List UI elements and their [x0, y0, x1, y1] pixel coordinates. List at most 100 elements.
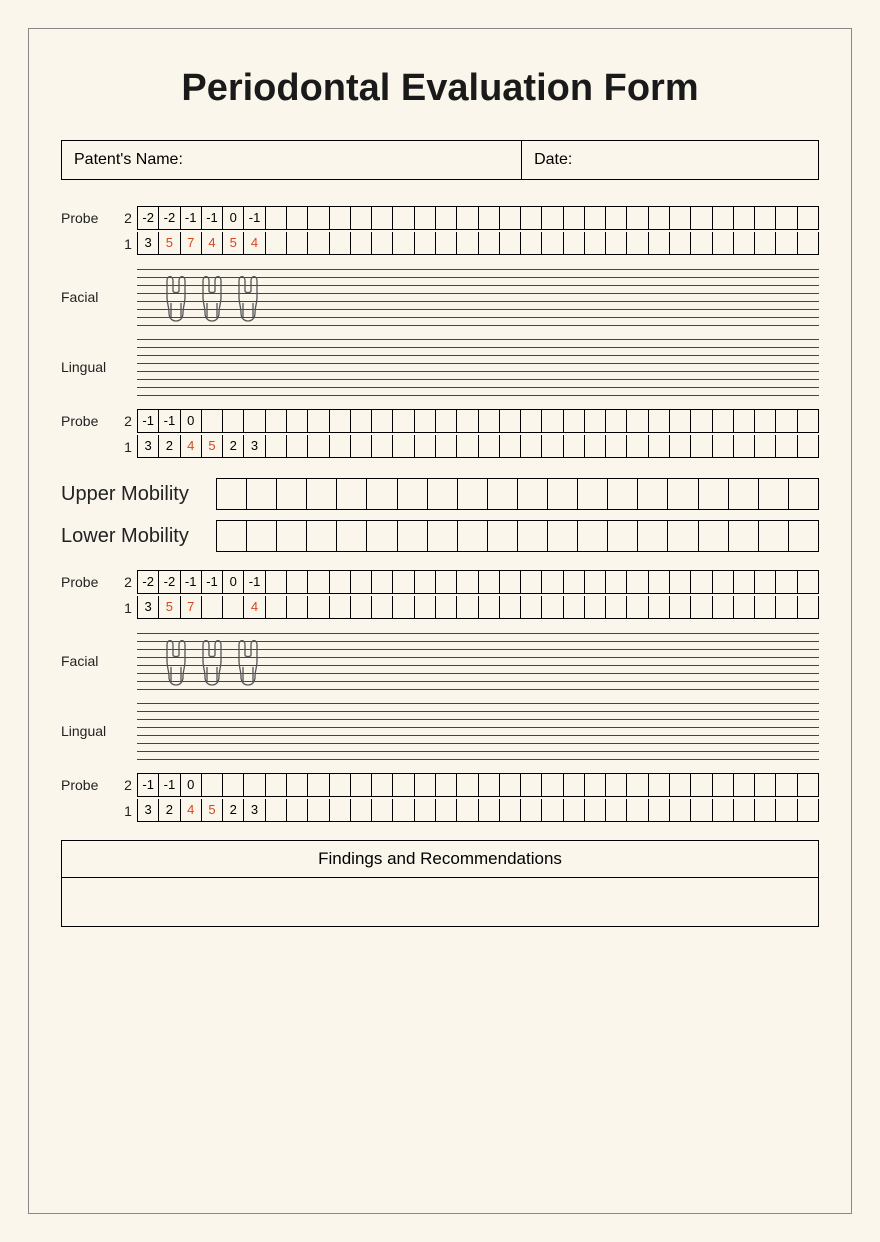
probe-cell[interactable]: 5 — [223, 232, 244, 254]
probe-cell[interactable] — [734, 207, 755, 229]
probe-cell[interactable] — [564, 774, 585, 796]
probe-cell[interactable]: -1 — [244, 207, 265, 229]
probe-cell[interactable] — [372, 435, 393, 457]
probe-cell[interactable] — [457, 571, 478, 593]
probe-cell[interactable] — [372, 207, 393, 229]
probe-cell[interactable] — [266, 232, 287, 254]
probe-cell[interactable] — [670, 435, 691, 457]
probe-cell[interactable] — [798, 774, 819, 796]
probe-cell[interactable] — [521, 596, 542, 618]
probe-cell[interactable] — [500, 571, 521, 593]
probe-cell[interactable] — [670, 799, 691, 821]
probe-cell[interactable] — [670, 596, 691, 618]
probe-cell[interactable] — [691, 410, 712, 432]
probe-cell[interactable] — [713, 410, 734, 432]
probe-cell[interactable] — [436, 410, 457, 432]
probe-cell[interactable] — [266, 799, 287, 821]
probe-cell[interactable] — [330, 596, 351, 618]
probe-cell[interactable] — [521, 571, 542, 593]
probe-cell[interactable]: 7 — [181, 232, 202, 254]
probe-cell[interactable]: 5 — [202, 435, 223, 457]
mobility-cell[interactable] — [247, 521, 277, 551]
mobility-cell[interactable] — [277, 479, 307, 509]
probe-cell[interactable] — [351, 410, 372, 432]
probe-cell[interactable] — [606, 207, 627, 229]
probe-cell[interactable] — [308, 410, 329, 432]
probe-cell[interactable] — [287, 207, 308, 229]
probe-cell[interactable] — [606, 571, 627, 593]
probe-cell[interactable] — [755, 596, 776, 618]
probe-cell[interactable] — [436, 207, 457, 229]
probe-cell[interactable]: 3 — [138, 596, 159, 618]
probe-cell[interactable] — [308, 799, 329, 821]
probe-cell[interactable] — [393, 207, 414, 229]
probe-cell[interactable] — [415, 571, 436, 593]
probe-cell[interactable] — [330, 410, 351, 432]
mobility-cell[interactable] — [398, 479, 428, 509]
probe-cell[interactable] — [500, 774, 521, 796]
probe-cell[interactable]: 0 — [223, 207, 244, 229]
probe-cell[interactable] — [627, 774, 648, 796]
probe-cell[interactable] — [649, 596, 670, 618]
probe-cell[interactable] — [734, 571, 755, 593]
probe-cell[interactable] — [521, 232, 542, 254]
probe-cell[interactable] — [606, 596, 627, 618]
probe-cell[interactable] — [223, 774, 244, 796]
mobility-cell[interactable] — [578, 521, 608, 551]
probe-cell[interactable] — [287, 435, 308, 457]
probe-cell[interactable] — [393, 435, 414, 457]
probe-cell[interactable] — [415, 799, 436, 821]
probe-cell[interactable] — [734, 596, 755, 618]
probe-cell[interactable] — [691, 571, 712, 593]
probe-cell[interactable] — [457, 596, 478, 618]
probe-cell[interactable] — [734, 410, 755, 432]
probe-cell[interactable] — [330, 435, 351, 457]
probe-cell[interactable] — [351, 435, 372, 457]
probe-cell[interactable] — [266, 571, 287, 593]
probe-cell[interactable] — [670, 410, 691, 432]
probe-cell[interactable] — [755, 774, 776, 796]
probe-cell[interactable] — [287, 232, 308, 254]
probe-cell[interactable] — [330, 799, 351, 821]
probe-cell[interactable] — [649, 799, 670, 821]
probe-cell[interactable] — [627, 232, 648, 254]
mobility-cell[interactable] — [759, 479, 789, 509]
probe-cell[interactable] — [627, 596, 648, 618]
probe-cell[interactable] — [436, 799, 457, 821]
probe-cell[interactable] — [308, 774, 329, 796]
mobility-cell[interactable] — [367, 521, 397, 551]
probe-cell[interactable] — [627, 435, 648, 457]
mobility-cell[interactable] — [488, 521, 518, 551]
probe-cell[interactable] — [415, 232, 436, 254]
probe-cell[interactable]: 3 — [138, 799, 159, 821]
probe-cell[interactable] — [542, 571, 563, 593]
probe-cell[interactable] — [287, 410, 308, 432]
probe-cell[interactable]: -1 — [202, 571, 223, 593]
probe-cell[interactable] — [521, 799, 542, 821]
probe-cell[interactable] — [479, 435, 500, 457]
probe-cell[interactable]: 7 — [181, 596, 202, 618]
probe-cell[interactable] — [479, 410, 500, 432]
probe-cell[interactable] — [564, 207, 585, 229]
probe-cell[interactable]: 4 — [244, 596, 265, 618]
probe-cell[interactable] — [585, 774, 606, 796]
mobility-cell[interactable] — [428, 521, 458, 551]
probe-cell[interactable] — [649, 232, 670, 254]
mobility-cell[interactable] — [217, 479, 247, 509]
probe-cell[interactable] — [436, 596, 457, 618]
probe-cell[interactable]: -2 — [159, 571, 180, 593]
probe-cell[interactable] — [521, 435, 542, 457]
probe-cell[interactable] — [351, 596, 372, 618]
mobility-cell[interactable] — [789, 479, 819, 509]
probe-cell[interactable] — [649, 774, 670, 796]
probe-cell[interactable] — [713, 435, 734, 457]
probe-cell[interactable] — [202, 774, 223, 796]
mobility-cell[interactable] — [337, 521, 367, 551]
probe-cell[interactable] — [606, 232, 627, 254]
probe-cell[interactable] — [606, 774, 627, 796]
probe-cell[interactable] — [330, 232, 351, 254]
probe-cell[interactable] — [776, 799, 797, 821]
probe-cell[interactable]: 4 — [181, 435, 202, 457]
probe-cell[interactable] — [202, 596, 223, 618]
probe-cell[interactable] — [436, 232, 457, 254]
